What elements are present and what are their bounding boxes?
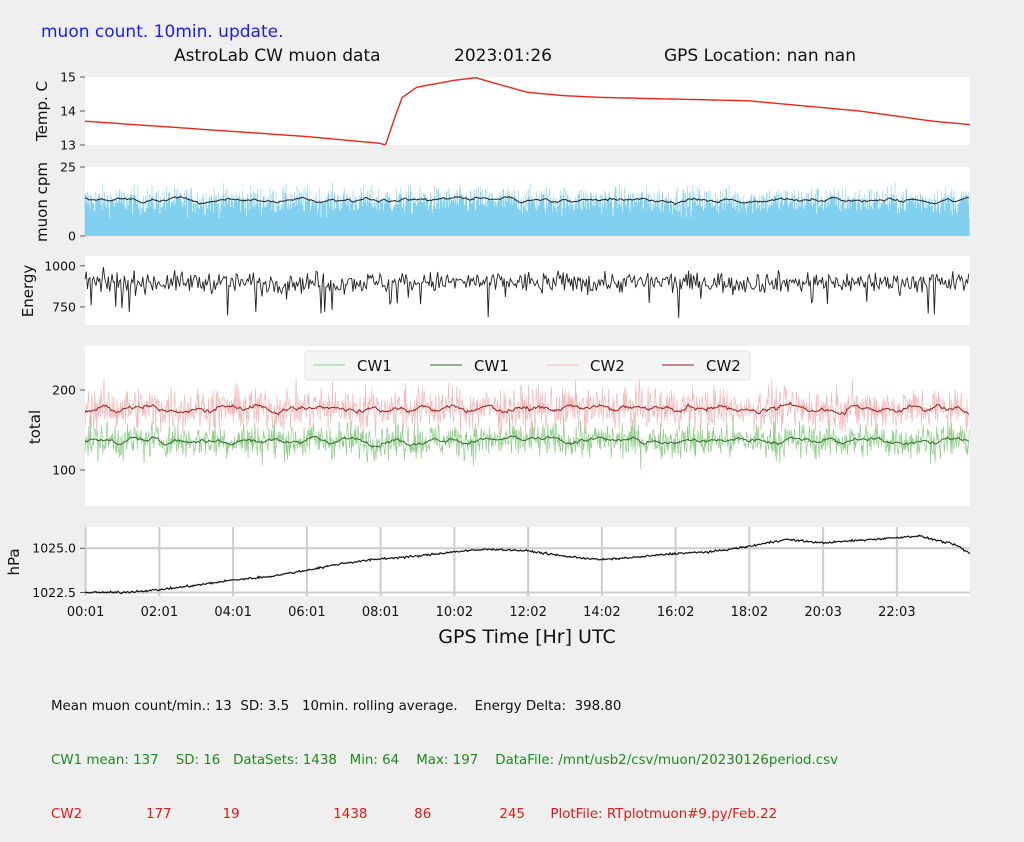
total-y-ticks: 200 100 bbox=[52, 383, 85, 478]
muon-bar-series bbox=[84, 182, 970, 236]
y-tick-label: 750 bbox=[52, 299, 76, 314]
x-tick-label: 12:02 bbox=[509, 605, 546, 620]
y-tick-label: 100 bbox=[52, 463, 76, 478]
chart-date: 2023:01:26 bbox=[454, 46, 552, 66]
x-tick-label: 10:02 bbox=[436, 605, 473, 620]
legend-label-cw2-raw: CW2 bbox=[590, 357, 625, 375]
cw1-raw-series bbox=[84, 412, 970, 470]
footer-muon-summary: Mean muon count/min.: 13 SD: 3.5 10min. … bbox=[51, 699, 622, 714]
x-tick-label: 02:01 bbox=[141, 605, 178, 620]
figure: muon count. 10min. update. AstroLab CW m… bbox=[5, 22, 971, 648]
energy-panel: 1000 750 Energy bbox=[19, 256, 970, 325]
y-tick-label: 13 bbox=[60, 138, 76, 153]
total-legend: CW1 CW1 CW2 CW2 bbox=[304, 350, 751, 381]
footer-cw1-summary: CW1 mean: 137 SD: 16 DataSets: 1438 Min:… bbox=[51, 753, 839, 768]
chart-title: AstroLab CW muon data bbox=[174, 46, 381, 66]
muon-bars bbox=[84, 182, 970, 236]
legend-label-cw1-raw: CW1 bbox=[357, 357, 392, 375]
y-tick-label: 200 bbox=[52, 383, 76, 398]
x-axis-label: GPS Time [Hr] UTC bbox=[438, 626, 615, 648]
temperature-series bbox=[84, 76, 971, 146]
muon-y-label: muon cpm bbox=[33, 162, 51, 242]
energy-series bbox=[84, 266, 970, 318]
cw2-average-series bbox=[84, 401, 970, 416]
pressure-series bbox=[84, 534, 971, 595]
x-tick-label: 20:03 bbox=[804, 605, 841, 620]
y-tick-label: 1025.0 bbox=[32, 541, 76, 556]
pressure-y-label: hPa bbox=[5, 548, 23, 575]
top-note: muon count. 10min. update. bbox=[41, 22, 283, 42]
x-tick-label: 22:03 bbox=[878, 605, 915, 620]
energy-y-label: Energy bbox=[19, 265, 37, 318]
x-tick-label: 14:02 bbox=[583, 605, 620, 620]
pressure-panel: 1025.0 1022.5 00:01 02:01 04:01 06:01 08:01 10… bbox=[5, 527, 971, 648]
total-panel: 200 100 total CW1 CW1 CW2 CW2 bbox=[26, 346, 970, 506]
temperature-plot-area bbox=[85, 77, 970, 145]
total-y-label: total bbox=[26, 410, 44, 444]
legend-box bbox=[304, 350, 751, 381]
temperature-panel: 15 14 13 Temp. C bbox=[33, 70, 971, 153]
x-tick-label: 06:01 bbox=[288, 605, 325, 620]
cw2-raw-series bbox=[84, 377, 970, 439]
y-tick-label: 25 bbox=[60, 160, 76, 175]
x-tick-label: 04:01 bbox=[214, 605, 251, 620]
x-tick-label: 00:01 bbox=[67, 605, 104, 620]
muon-panel: 25 0 muon cpm bbox=[33, 160, 970, 244]
footer-stats: Mean muon count/min.: 13 SD: 3.5 10min. … bbox=[51, 662, 838, 842]
x-axis-ticks: 00:01 02:01 04:01 06:01 08:01 10:02 12:02 14:02… bbox=[67, 605, 916, 620]
muon-y-ticks: 25 0 bbox=[60, 160, 85, 244]
legend-label-cw2-avg: CW2 bbox=[706, 357, 741, 375]
pressure-y-ticks: 1025.0 1022.5 bbox=[32, 541, 85, 600]
y-tick-label: 14 bbox=[60, 104, 76, 119]
x-tick-label: 18:02 bbox=[731, 605, 768, 620]
cw1-average-series bbox=[84, 435, 969, 448]
legend-label-cw1-avg: CW1 bbox=[474, 357, 509, 375]
energy-plot-area bbox=[85, 256, 970, 325]
energy-y-ticks: 1000 750 bbox=[44, 258, 85, 314]
y-tick-label: 15 bbox=[60, 70, 76, 85]
x-tick-label: 16:02 bbox=[657, 605, 694, 620]
temperature-y-label: Temp. C bbox=[33, 81, 51, 142]
footer-cw2-summary: CW2 177 19 1438 86 245 PlotFile: RTplotm… bbox=[51, 807, 778, 822]
y-tick-label: 1000 bbox=[44, 258, 76, 273]
y-tick-label: 0 bbox=[68, 229, 76, 244]
muon-rolling-average bbox=[84, 195, 969, 206]
temperature-y-ticks: 15 14 13 bbox=[60, 70, 85, 153]
y-tick-label: 1022.5 bbox=[32, 585, 76, 600]
gps-location: GPS Location: nan nan bbox=[664, 46, 856, 66]
pressure-grid bbox=[84, 527, 970, 596]
x-tick-label: 08:01 bbox=[362, 605, 399, 620]
